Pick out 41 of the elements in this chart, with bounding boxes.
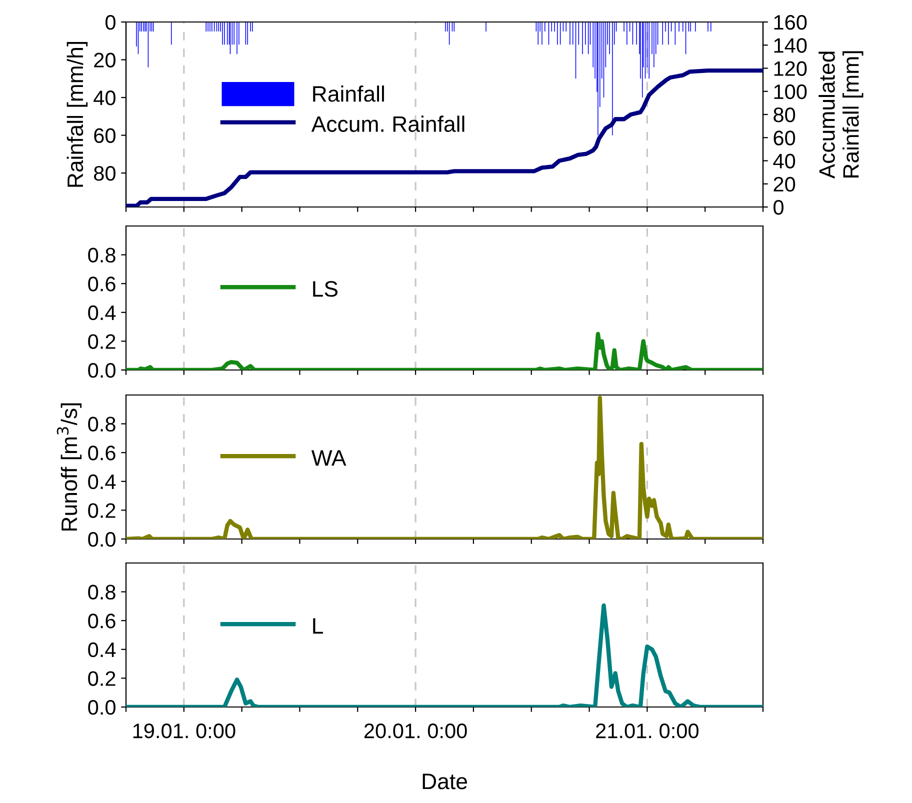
y2-tick-label: 20 xyxy=(774,176,796,192)
y-tick-label: 80 xyxy=(94,166,116,181)
y2-tick-label: 80 xyxy=(774,108,796,122)
legend-label: Accum. Rainfall xyxy=(311,116,464,132)
y-tick-label: 0.4 xyxy=(88,474,116,490)
y2-tick-label: 60 xyxy=(774,130,796,146)
y2-tick-label: 120 xyxy=(774,61,807,76)
y-tick-label: 0.0 xyxy=(88,532,116,547)
y-tick-label: 60 xyxy=(94,128,116,144)
y-axis-title: Rainfall [mm/h] xyxy=(66,42,88,187)
legend-label: L xyxy=(313,618,323,634)
legend-label: LS xyxy=(313,281,338,297)
y-tick-label: 0.4 xyxy=(88,305,116,320)
y2-tick-label: 140 xyxy=(774,38,807,53)
y-tick-label: 40 xyxy=(94,90,116,106)
legend-label: WA xyxy=(311,450,346,466)
x-axis-title: Date xyxy=(422,774,467,790)
y2-tick-label: 100 xyxy=(774,84,807,100)
x-tick-label: 20.01. 0:00 xyxy=(364,724,467,738)
y2-tick-label: 160 xyxy=(774,15,807,30)
y-tick-label: 20 xyxy=(94,52,116,68)
y2-tick-label: 40 xyxy=(773,154,796,169)
y-tick-label: 0.2 xyxy=(88,503,116,518)
y-tick-label: 0.2 xyxy=(88,671,116,686)
x-tick-label: 19.01. 0:00 xyxy=(133,724,236,738)
y-tick-label: 0 xyxy=(106,15,116,30)
y-axis-title: Runoff [m$^{3}$/s] xyxy=(56,403,82,531)
y-tick-label: 0.8 xyxy=(88,416,116,432)
y2-tick-label: 0 xyxy=(774,200,784,215)
y2-axis-title: Accumulated Rainfall [mm] xyxy=(818,51,864,179)
x-tick-label: 21.01. 0:00 xyxy=(596,724,698,738)
y-tick-label: 0.6 xyxy=(88,276,116,292)
y-tick-label: 0.8 xyxy=(88,584,116,600)
y-tick-label: 0.0 xyxy=(88,363,116,378)
y-tick-label: 0.6 xyxy=(88,446,116,460)
legend-label: Rainfall xyxy=(313,85,384,102)
y-tick-label: 0.2 xyxy=(88,334,116,349)
y-tick-label: 0.8 xyxy=(88,248,116,263)
y-tick-label: 0.0 xyxy=(88,700,116,715)
y-tick-label: 0.4 xyxy=(88,642,116,658)
y-tick-label: 0.6 xyxy=(88,614,116,628)
